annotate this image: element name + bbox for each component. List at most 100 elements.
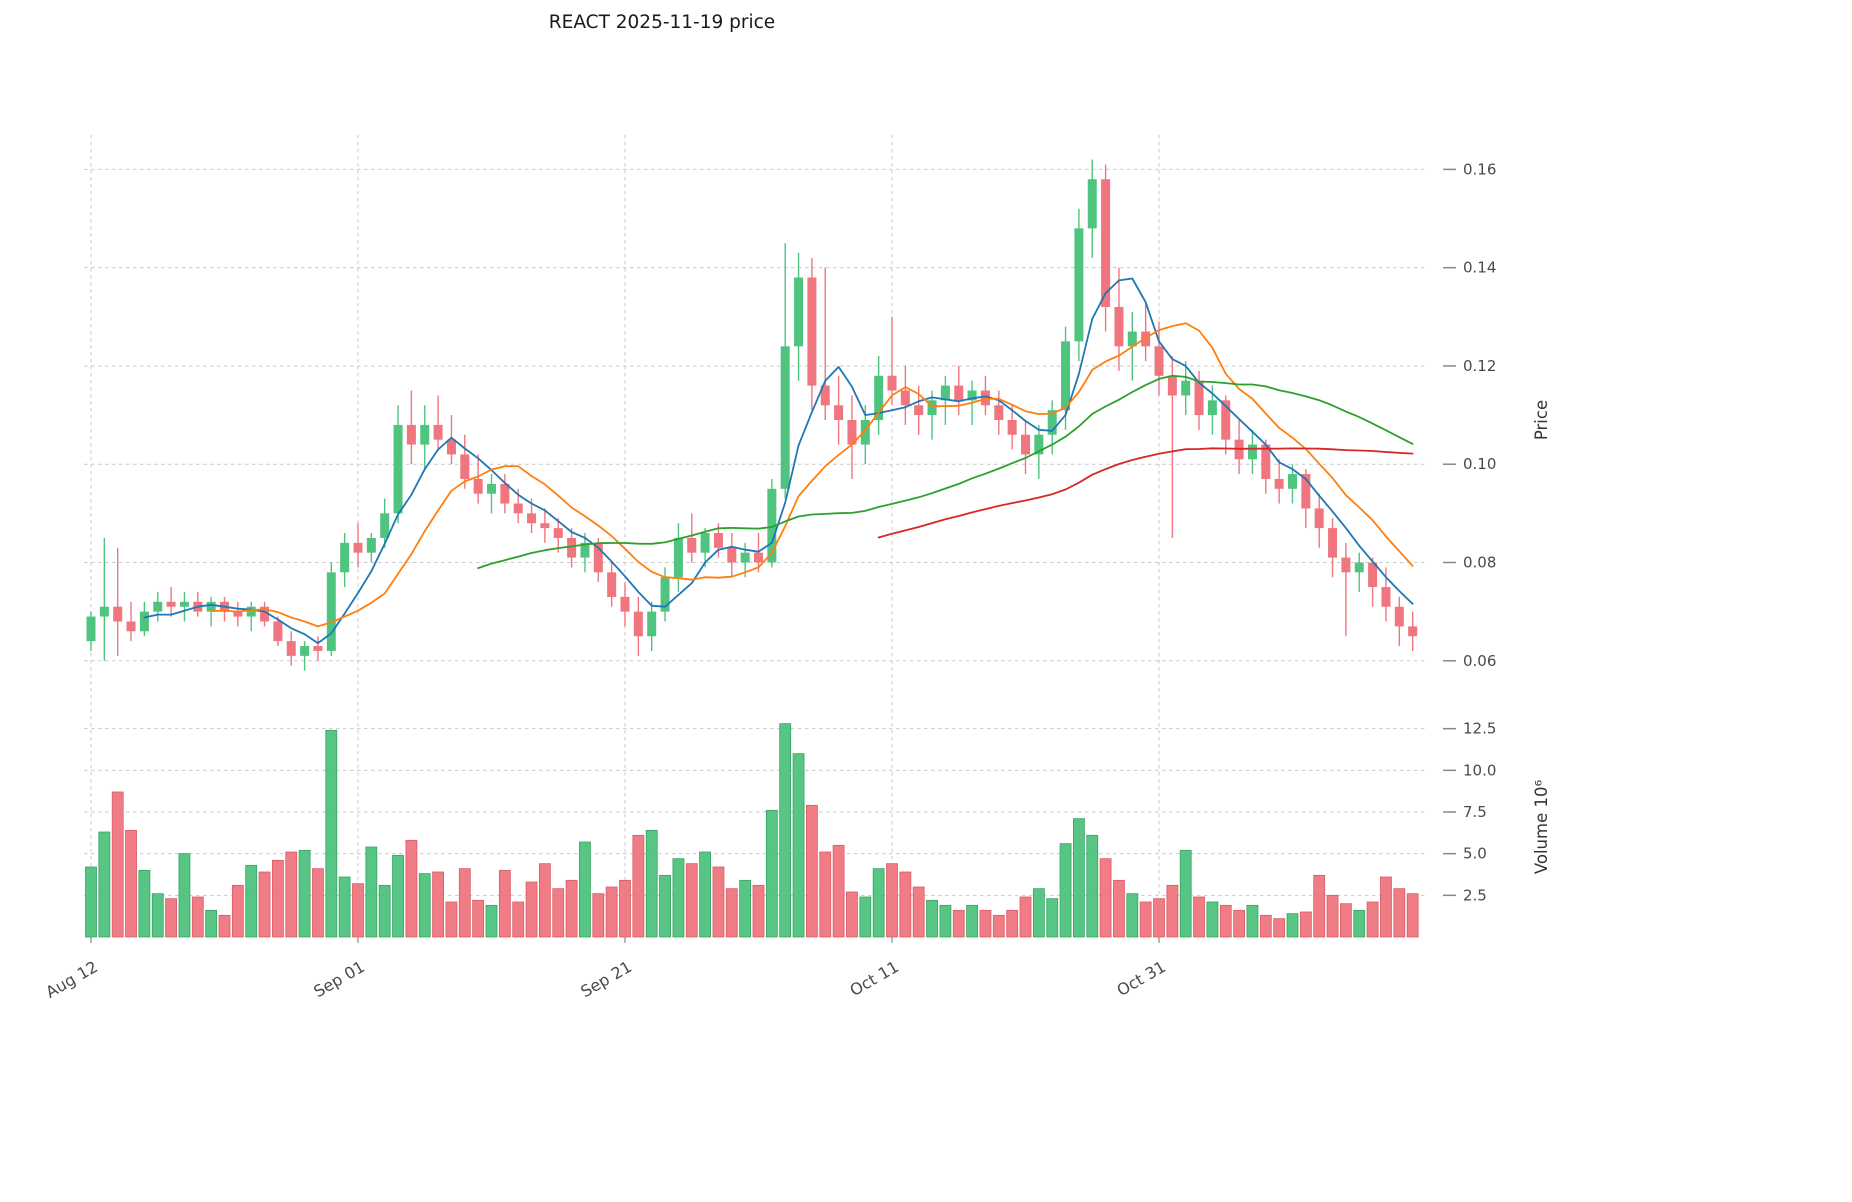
volume-bar bbox=[325, 729, 338, 938]
candle bbox=[179, 591, 189, 622]
candle bbox=[380, 498, 390, 548]
ma-line-5 bbox=[143, 277, 1414, 644]
candle-body bbox=[874, 375, 884, 420]
x-tick-label: Sep 01 bbox=[310, 957, 368, 1001]
candle-body bbox=[1194, 380, 1204, 416]
ma-line-60 bbox=[877, 447, 1414, 539]
price-axis-title: Price bbox=[1532, 400, 1551, 440]
candle bbox=[673, 523, 683, 592]
candle-body bbox=[326, 572, 336, 651]
volume-bar bbox=[165, 898, 178, 938]
candle bbox=[260, 601, 270, 627]
volume-bar bbox=[418, 873, 431, 938]
candle-body bbox=[1341, 557, 1351, 573]
candle-body bbox=[847, 420, 857, 445]
candle bbox=[940, 375, 950, 425]
volume-bar bbox=[1206, 901, 1219, 938]
ma-line-10 bbox=[210, 322, 1414, 628]
volume-bar bbox=[579, 841, 591, 938]
candles-layer bbox=[86, 159, 1418, 671]
volume-tick-label: 2.5 bbox=[1463, 886, 1487, 904]
volume-bar bbox=[1299, 911, 1312, 938]
candle-body bbox=[1047, 410, 1057, 435]
candle-body bbox=[260, 606, 270, 622]
candle-body bbox=[1314, 508, 1324, 529]
volume-bar bbox=[1113, 879, 1125, 938]
candle-body bbox=[1288, 474, 1297, 489]
price-tick-label: 0.10 bbox=[1463, 455, 1496, 473]
volume-bar bbox=[1326, 894, 1339, 938]
volume-bar bbox=[992, 914, 1005, 938]
candle bbox=[153, 591, 163, 622]
candle bbox=[300, 641, 310, 671]
candle-body bbox=[300, 646, 310, 656]
volume-bar bbox=[98, 831, 111, 938]
volume-bar bbox=[1099, 858, 1112, 938]
volume-bar bbox=[739, 879, 752, 938]
candle-body bbox=[687, 537, 697, 553]
candle bbox=[473, 454, 483, 504]
volume-bar bbox=[1286, 913, 1299, 938]
volume-tick-label: 7.5 bbox=[1463, 803, 1487, 821]
candle bbox=[313, 636, 323, 661]
candle-body bbox=[980, 390, 990, 406]
volume-bar bbox=[138, 869, 151, 938]
candle-body bbox=[927, 400, 937, 416]
candle-body bbox=[393, 424, 403, 514]
candle bbox=[1328, 518, 1338, 578]
candle bbox=[1381, 567, 1391, 622]
volume-bar bbox=[819, 851, 832, 938]
candle-body bbox=[593, 542, 603, 573]
candle bbox=[273, 616, 283, 647]
candle bbox=[166, 587, 176, 617]
candle bbox=[366, 533, 376, 563]
volume-bar bbox=[125, 829, 137, 938]
candle-body bbox=[1007, 420, 1017, 435]
candle-body bbox=[1221, 400, 1231, 440]
candle-body bbox=[473, 478, 483, 494]
volume-bar bbox=[979, 909, 992, 938]
candle bbox=[994, 390, 1004, 435]
candle-body bbox=[1301, 474, 1311, 509]
volume-bar bbox=[592, 893, 605, 938]
candle-body bbox=[1101, 179, 1111, 307]
candle-body bbox=[647, 611, 657, 637]
volume-bar bbox=[1259, 914, 1272, 938]
candle-body bbox=[1368, 562, 1378, 588]
candle-body bbox=[1328, 528, 1338, 558]
candle-body bbox=[567, 537, 577, 558]
candle bbox=[927, 390, 937, 440]
candle bbox=[727, 533, 737, 578]
volume-bar bbox=[539, 863, 551, 938]
candle bbox=[540, 508, 550, 543]
candle bbox=[567, 528, 577, 568]
volume-bar bbox=[659, 874, 671, 938]
volume-bar bbox=[1019, 896, 1032, 938]
candle-body bbox=[406, 424, 416, 445]
candle-body bbox=[740, 552, 750, 563]
candle-body bbox=[500, 483, 510, 504]
candle bbox=[980, 375, 990, 416]
volume-bar bbox=[872, 868, 885, 938]
volume-bar bbox=[1340, 903, 1352, 938]
candle bbox=[954, 365, 964, 416]
volume-bar bbox=[525, 881, 538, 938]
volume-bar bbox=[926, 899, 938, 938]
volume-bar bbox=[365, 846, 378, 938]
candle-body bbox=[1274, 478, 1284, 489]
volume-bar bbox=[899, 871, 912, 938]
candle bbox=[647, 601, 657, 651]
volume-bar bbox=[1166, 884, 1179, 938]
candle-body bbox=[1394, 606, 1404, 627]
volume-bar bbox=[1246, 904, 1259, 938]
candle-body bbox=[940, 385, 950, 401]
candle-body bbox=[954, 385, 964, 401]
volume-bar bbox=[1233, 909, 1245, 938]
volume-tick-label: 12.5 bbox=[1463, 720, 1496, 738]
candle-body bbox=[807, 277, 817, 386]
candle-body bbox=[1154, 346, 1164, 376]
volume-bar bbox=[725, 888, 738, 938]
candle-body bbox=[1261, 444, 1271, 479]
candle-body bbox=[834, 405, 844, 420]
